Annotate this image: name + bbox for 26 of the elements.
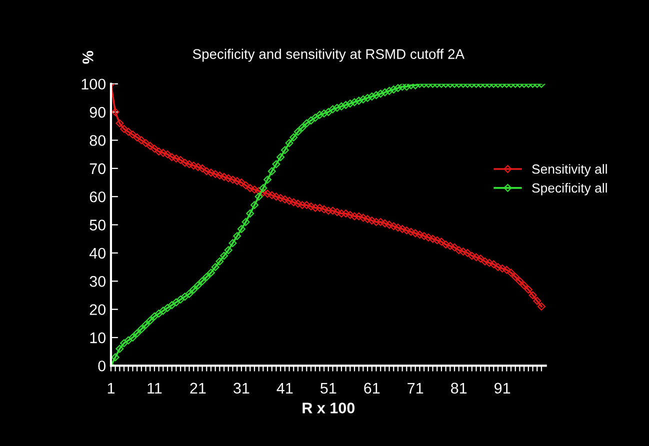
y-tick-label: 50 <box>90 220 106 230</box>
legend-label: Sensitivity all <box>532 164 607 176</box>
y-tick-label: 100 <box>82 78 106 90</box>
y-tick-label: 90 <box>90 106 106 118</box>
x-tick-label: 31 <box>234 382 250 394</box>
y-tick-label: 80 <box>90 135 106 146</box>
y-tick-label: 10 <box>90 332 106 344</box>
x-tick-label: 61 <box>364 382 380 394</box>
y-tick-label: 30 <box>90 276 106 287</box>
y-tick-label: 60 <box>90 191 106 202</box>
y-tick-label: 40 <box>89 248 106 259</box>
y-tick-label: 70 <box>90 163 106 174</box>
x-tick-label: 1 <box>108 382 114 394</box>
x-tick-label: 21 <box>190 382 206 394</box>
x-tick-label: 51 <box>320 382 336 394</box>
x-tick-label: 71 <box>408 382 424 394</box>
y-axis-title: % <box>82 50 94 64</box>
x-axis-title: R x 100 <box>302 402 355 414</box>
legend-label: Specificity all <box>532 182 607 196</box>
x-tick-label: 81 <box>451 382 467 394</box>
y-tick-label: 0 <box>98 360 106 372</box>
x-tick-label: 41 <box>276 382 293 394</box>
chart-title: Specificity and sensitivity at RSMD cutoff 2A <box>192 48 464 62</box>
y-tick-label: 20 <box>90 304 106 316</box>
x-tick-label: 11 <box>148 382 162 394</box>
x-tick-label: 91 <box>494 382 510 394</box>
